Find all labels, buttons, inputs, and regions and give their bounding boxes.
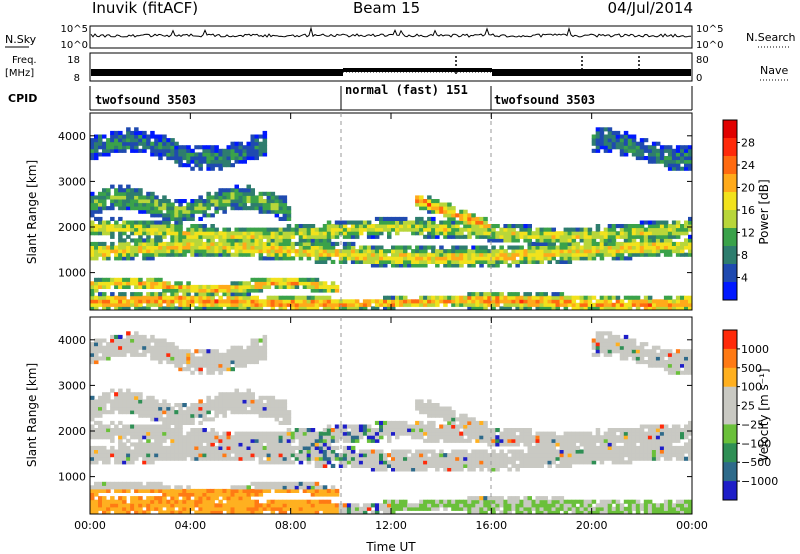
colorbar-tick-label: 100 (741, 381, 762, 394)
x-axis-label: Time UT (365, 540, 416, 554)
nave-tick-high: 80 (696, 55, 709, 66)
y-tick-label: 2000 (58, 221, 86, 234)
nave-tick-low: 0 (696, 73, 702, 84)
velocity-x-axis: 00:00 04:00 08:00 12:00 16:00 20:00 00:00 (74, 317, 708, 532)
station-title: Inuvik (fitACF) (92, 0, 198, 17)
y-tick-label: 1000 (58, 471, 86, 484)
cpid-segment-3: twofsound 3503 (494, 93, 595, 107)
velocity-colorbar-label: Velocity [m s⁻¹] (757, 368, 771, 461)
cpid-label: CPID (8, 92, 37, 105)
colorbar-tick-label: −1000 (741, 475, 778, 488)
colorbar-tick-label: 4 (741, 272, 748, 285)
y-tick-label: 3000 (58, 175, 86, 188)
nsky-label: N.Sky (5, 33, 37, 46)
power-y-axis: 1000 2000 3000 4000 (58, 130, 692, 280)
x-tick-label: 12:00 (375, 519, 407, 532)
velocity-colorbar: 1000 500 100 25 −25 −100 −500 −1000 (722, 329, 778, 501)
nave-label: Nave (760, 64, 788, 77)
colorbar-tick-label: 12 (741, 227, 755, 240)
y-tick-label: 2000 (58, 425, 86, 438)
colorbar-tick-label: 28 (741, 137, 755, 150)
colorbar-tick-label: 25 (741, 400, 755, 413)
y-tick-label: 3000 (58, 379, 86, 392)
nsky-tick-low: 10^0 (61, 40, 88, 51)
colorbar-tick-label: −100 (741, 437, 771, 450)
x-tick-label: 00:00 (74, 519, 106, 532)
nsearch-label: N.Search (746, 31, 796, 44)
nsky-tick-high: 10^5 (61, 24, 88, 35)
velocity-y-axis: 1000 2000 3000 4000 (58, 334, 692, 484)
power-colorbar: 28 24 20 16 12 8 4 (722, 119, 755, 301)
freq-tick-low: 8 (74, 73, 80, 84)
nsky-panel: N.Sky 10^5 10^0 10^5 10^0 N.Search (5, 24, 796, 51)
power-x-axis (89, 113, 693, 310)
date-title: 04/Jul/2014 (608, 0, 693, 17)
beam-title: Beam 15 (353, 0, 420, 17)
x-tick-label: 08:00 (275, 519, 307, 532)
freq-label: Freq. (12, 55, 37, 66)
cpid-segment-2: normal (fast) 151 (345, 83, 468, 97)
nsky-trace (90, 26, 691, 38)
cpid-panel: CPID twofsound 3503 normal (fast) 151 tw… (8, 83, 693, 111)
x-tick-label: 20:00 (576, 519, 608, 532)
freq-tick-high: 18 (67, 55, 80, 66)
velocity-panel: 1000 2000 3000 4000 00:00 04:00 08:00 12:00 16:… (25, 316, 708, 554)
x-tick-label: 04:00 (174, 519, 206, 532)
velocity-y-label: Slant Range [km] (25, 363, 39, 467)
power-heatmap (90, 127, 693, 311)
y-tick-label: 1000 (58, 267, 86, 280)
power-panel: 1000 2000 3000 4000 Slant Range [km] (25, 112, 693, 311)
power-colorbar-label: Power [dB] (757, 179, 771, 244)
colorbar-tick-label: 20 (741, 182, 755, 195)
colorbar-tick-label: −500 (741, 456, 771, 469)
velocity-heatmap (90, 331, 693, 515)
y-tick-label: 4000 (58, 334, 86, 347)
x-tick-label: 16:00 (475, 519, 507, 532)
colorbar-tick-label: 24 (741, 159, 755, 172)
colorbar-tick-label: 16 (741, 204, 755, 217)
cpid-segment-1: twofsound 3503 (95, 93, 196, 107)
colorbar-tick-label: −25 (741, 418, 764, 431)
nsearch-tick-high: 10^5 (696, 24, 723, 35)
x-tick-label: 00:00 (676, 519, 708, 532)
y-tick-label: 4000 (58, 130, 86, 143)
nsearch-tick-low: 10^0 (696, 40, 723, 51)
colorbar-tick-label: 1000 (741, 343, 769, 356)
colorbar-tick-label: 500 (741, 362, 762, 375)
freq-unit-label: [MHz] (5, 68, 34, 79)
power-y-label: Slant Range [km] (25, 160, 39, 264)
freq-panel: Freq. [MHz] 18 8 80 0 Nave (5, 52, 790, 84)
colorbar-tick-label: 8 (741, 249, 748, 262)
